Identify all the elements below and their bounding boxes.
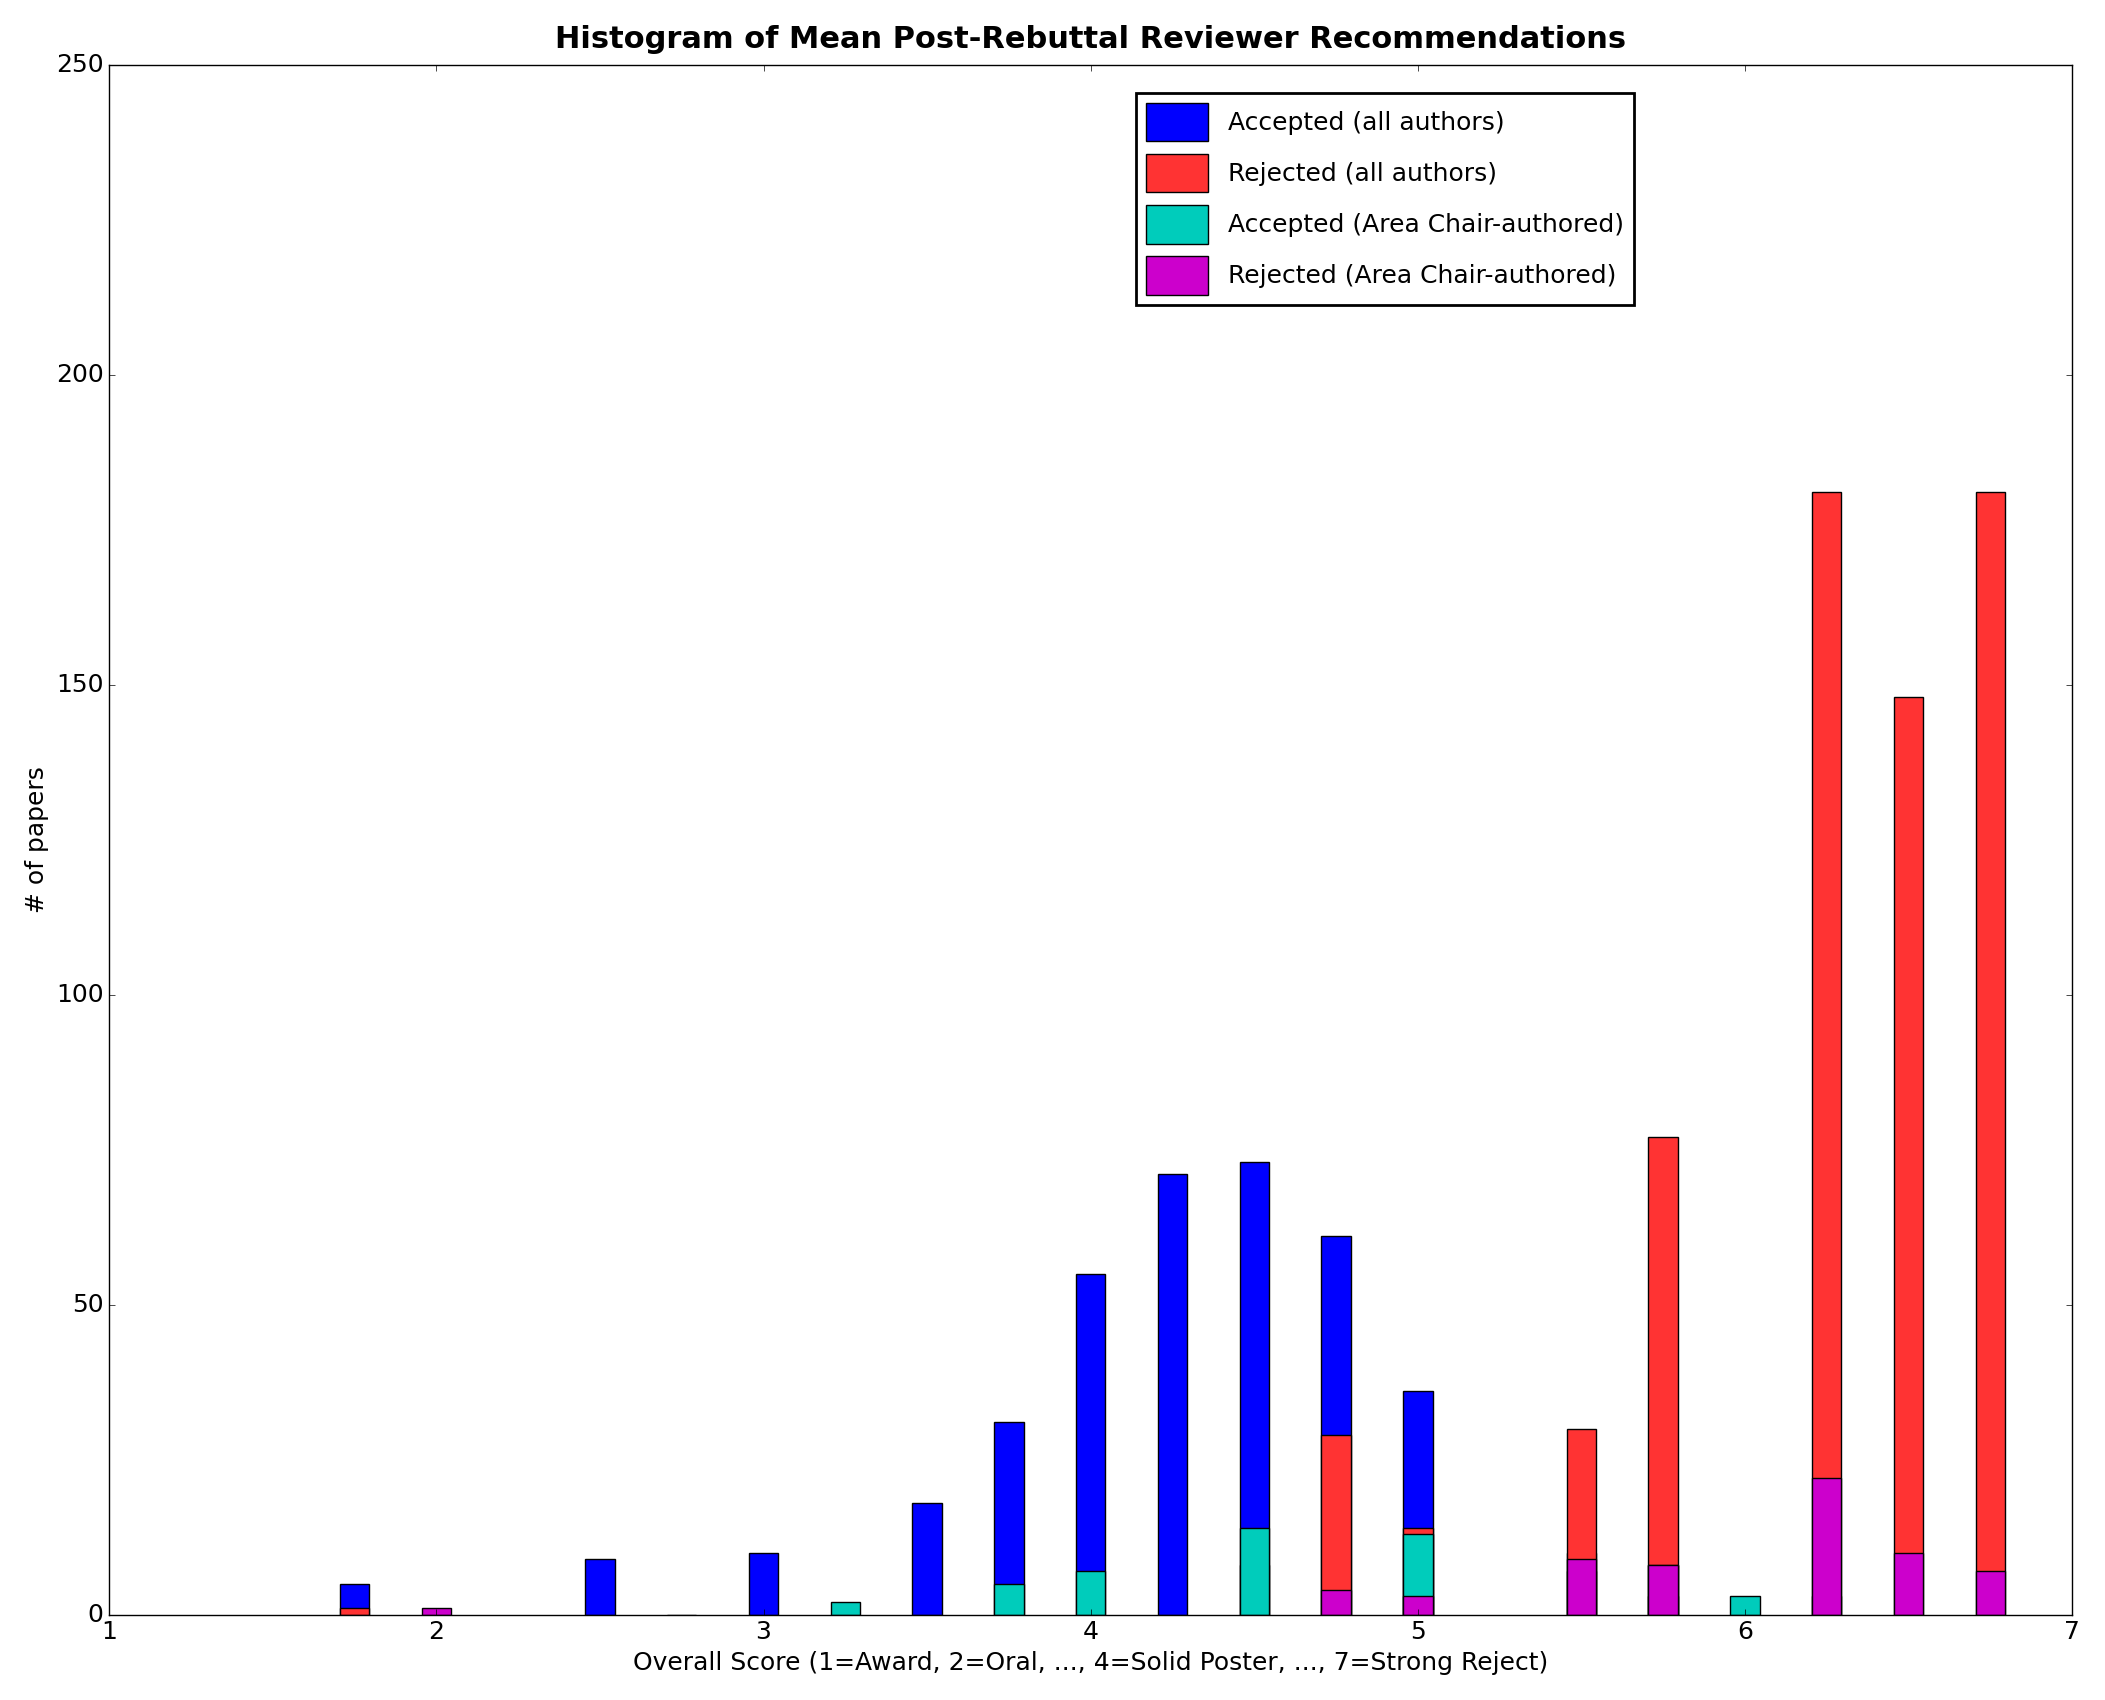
Bar bbox=[421, 1608, 450, 1615]
Bar bbox=[1977, 1571, 2004, 1615]
Bar bbox=[1566, 1428, 1596, 1615]
Bar bbox=[1812, 493, 1842, 1615]
Bar bbox=[1240, 1161, 1269, 1615]
Bar bbox=[1076, 1273, 1105, 1615]
Bar bbox=[1648, 1566, 1678, 1615]
Bar bbox=[1894, 697, 1924, 1615]
Title: Histogram of Mean Post-Rebuttal Reviewer Recommendations: Histogram of Mean Post-Rebuttal Reviewer… bbox=[556, 26, 1627, 54]
Bar bbox=[1240, 1566, 1269, 1615]
Bar bbox=[1322, 1590, 1351, 1615]
Bar bbox=[339, 1583, 368, 1615]
Bar bbox=[1730, 1596, 1760, 1615]
Bar bbox=[1894, 1552, 1924, 1615]
Bar bbox=[1322, 1435, 1351, 1615]
Legend: Accepted (all authors), Rejected (all authors), Accepted (Area Chair-authored), : Accepted (all authors), Rejected (all au… bbox=[1137, 94, 1633, 304]
Bar bbox=[1322, 1236, 1351, 1615]
Y-axis label: # of papers: # of papers bbox=[25, 767, 48, 913]
Bar bbox=[911, 1503, 941, 1615]
X-axis label: Overall Score (1=Award, 2=Oral, ..., 4=Solid Poster, ..., 7=Strong Reject): Overall Score (1=Award, 2=Oral, ..., 4=S… bbox=[634, 1651, 1549, 1674]
Bar bbox=[749, 1552, 779, 1615]
Bar bbox=[1076, 1571, 1105, 1615]
Bar bbox=[1648, 1566, 1678, 1615]
Bar bbox=[1977, 493, 2004, 1615]
Bar bbox=[1404, 1528, 1434, 1615]
Bar bbox=[1648, 1137, 1678, 1615]
Bar bbox=[1566, 1571, 1596, 1615]
Bar bbox=[994, 1423, 1023, 1615]
Bar bbox=[585, 1559, 615, 1615]
Bar bbox=[1812, 1596, 1842, 1615]
Bar bbox=[1648, 1596, 1678, 1615]
Bar bbox=[1404, 1391, 1434, 1615]
Bar bbox=[1566, 1559, 1596, 1615]
Bar bbox=[994, 1583, 1023, 1615]
Bar bbox=[1158, 1175, 1187, 1615]
Bar bbox=[1404, 1596, 1434, 1615]
Bar bbox=[339, 1608, 368, 1615]
Bar bbox=[1240, 1528, 1269, 1615]
Bar bbox=[1566, 1552, 1596, 1615]
Bar bbox=[1812, 1477, 1842, 1615]
Bar bbox=[1404, 1533, 1434, 1615]
Bar bbox=[831, 1601, 861, 1615]
